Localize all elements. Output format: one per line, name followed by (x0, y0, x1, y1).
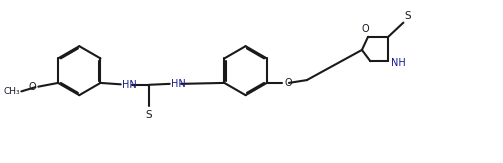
Text: CH₃: CH₃ (4, 87, 20, 96)
Text: S: S (405, 11, 411, 21)
Text: O: O (284, 78, 292, 88)
Text: O: O (29, 82, 36, 92)
Text: HN: HN (171, 79, 186, 89)
Text: S: S (146, 110, 152, 120)
Text: O: O (362, 24, 370, 34)
Text: NH: NH (391, 58, 406, 68)
Text: HN: HN (122, 80, 137, 90)
